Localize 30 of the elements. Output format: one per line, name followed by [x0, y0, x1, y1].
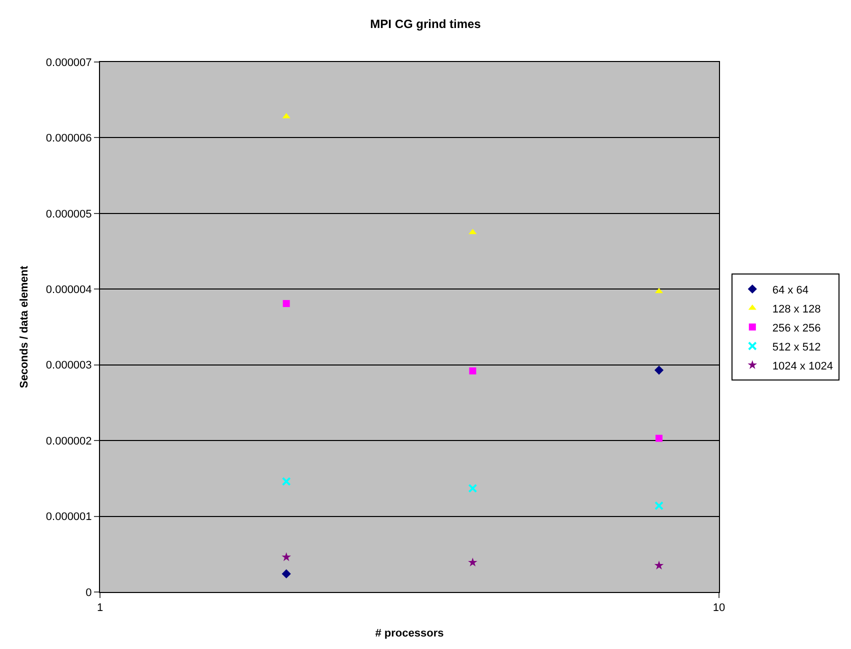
legend-label: 1024 x 1024 — [772, 360, 833, 372]
y-axis-title: Seconds / data element — [18, 266, 31, 388]
x-tick-label: 1 — [96, 602, 104, 614]
x-tick-label: 10 — [712, 602, 726, 614]
point — [282, 300, 290, 308]
y-tick-label: 0 — [86, 586, 92, 599]
y-tick-label: 0.000007 — [46, 56, 92, 69]
y-tick-label: 0.000005 — [46, 208, 92, 220]
y-tick-label: 0.000003 — [46, 360, 92, 372]
y-tick-label: 0.000002 — [46, 435, 92, 448]
y-tick-label: 0.000004 — [46, 284, 92, 296]
point — [468, 228, 477, 234]
point — [282, 552, 291, 562]
point — [468, 484, 478, 493]
point — [282, 569, 291, 578]
point — [654, 560, 664, 570]
point — [656, 434, 663, 442]
point — [468, 558, 478, 566]
legend-label: 128 x 128 — [772, 303, 821, 316]
point — [654, 501, 664, 510]
point — [654, 366, 664, 375]
point — [469, 367, 476, 374]
legend-label: 512 x 512 — [772, 341, 821, 354]
chart-title: MPI CG grind times — [370, 16, 482, 31]
legend-label: 256 x 256 — [772, 322, 821, 334]
point — [282, 476, 291, 486]
y-tick-label: 0.000006 — [46, 132, 92, 145]
y-tick-label: 0.000001 — [46, 511, 92, 524]
legend-label: 64 x 64 — [772, 284, 808, 296]
x-axis-title: # processors — [375, 627, 444, 640]
